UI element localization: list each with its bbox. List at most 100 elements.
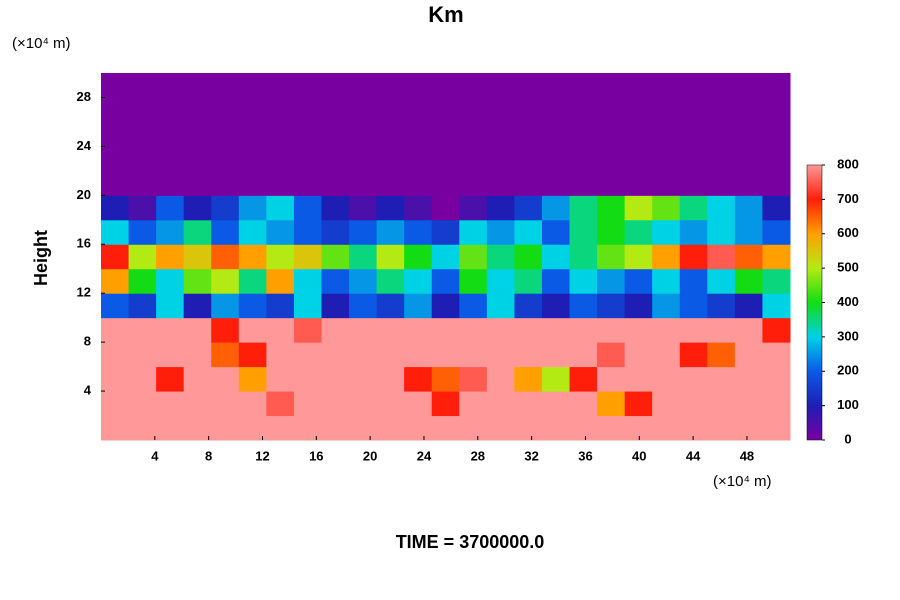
heatmap-cell	[376, 73, 405, 98]
heatmap-cell	[652, 244, 681, 270]
heatmap-cell	[597, 146, 626, 172]
y-tick-label: 28	[77, 89, 91, 104]
heatmap-cell	[293, 121, 322, 147]
heatmap-cell	[624, 293, 653, 319]
heatmap-cell	[514, 293, 543, 319]
y-tick-label: 4	[84, 383, 92, 398]
heatmap-cell	[211, 415, 240, 441]
heatmap-cell	[293, 342, 322, 368]
heatmap-cell	[679, 268, 708, 294]
heatmap-cell	[349, 391, 378, 417]
heatmap-cell	[431, 121, 460, 147]
heatmap-cell	[762, 97, 791, 123]
heatmap-cell	[734, 219, 763, 245]
heatmap-cell	[211, 244, 240, 270]
heatmap-cell	[597, 73, 626, 98]
heatmap-cell	[652, 121, 681, 147]
heatmap-cell	[762, 170, 791, 196]
heatmap-cell	[514, 219, 543, 245]
heatmap-cell	[459, 366, 488, 392]
heatmap-cell	[376, 293, 405, 319]
heatmap-cell	[404, 195, 433, 221]
heatmap-cell	[376, 317, 405, 343]
heatmap-cell	[486, 121, 515, 147]
heatmap-cell	[569, 121, 598, 147]
heatmap-cell	[624, 366, 653, 392]
heatmap-cell	[128, 415, 157, 441]
heatmap-cell	[679, 342, 708, 368]
heatmap-cell	[486, 73, 515, 98]
heatmap-cell	[459, 73, 488, 98]
heatmap-cell	[514, 195, 543, 221]
heatmap-cell	[486, 366, 515, 392]
heatmap-cell	[707, 170, 736, 196]
heatmap-cell	[101, 268, 130, 294]
heatmap-cell	[183, 146, 212, 172]
heatmap-cell	[238, 97, 267, 123]
heatmap-cell	[156, 195, 185, 221]
heatmap-cell	[266, 317, 295, 343]
heatmap-cell	[431, 195, 460, 221]
heatmap-cell	[404, 219, 433, 245]
heatmap-cell	[541, 293, 571, 319]
heatmap-cell	[128, 391, 157, 417]
heatmap-cell	[349, 121, 378, 147]
heatmap-cell	[679, 391, 708, 417]
heatmap-cell	[128, 342, 157, 368]
heatmap-cell	[266, 195, 295, 221]
colorbar-tick-label: 0	[844, 431, 851, 446]
heatmap-cell	[376, 268, 405, 294]
heatmap-cell	[431, 415, 460, 441]
heatmap-cell	[321, 195, 350, 221]
heatmap-cell	[293, 391, 322, 417]
heatmap-cell	[541, 391, 571, 417]
x-tick-label: 40	[632, 448, 646, 463]
heatmap-cell	[762, 195, 791, 221]
heatmap-cell	[266, 366, 295, 392]
colorbar-tick-label: 100	[837, 397, 859, 412]
heatmap-cell	[376, 195, 405, 221]
heatmap-cell	[652, 342, 681, 368]
heatmap-cell	[707, 317, 736, 343]
heatmap-cell	[762, 244, 791, 270]
x-tick-label: 36	[578, 448, 592, 463]
heatmap-cell	[211, 121, 240, 147]
heatmap-cell	[321, 293, 350, 319]
heatmap-cell	[459, 219, 488, 245]
colorbar-tick-label: 600	[837, 225, 859, 240]
heatmap-cell	[541, 366, 571, 392]
heatmap-cell	[514, 97, 543, 123]
heatmap-cell	[597, 121, 626, 147]
heatmap-cell	[101, 391, 130, 417]
heatmap-cell	[734, 268, 763, 294]
heatmap-cell	[349, 415, 378, 441]
heatmap-cell	[183, 317, 212, 343]
heatmap-cell	[762, 146, 791, 172]
heatmap-cell	[569, 415, 598, 441]
heatmap-cell	[707, 121, 736, 147]
x-tick-label: 24	[417, 448, 432, 463]
heatmap-cell	[321, 244, 350, 270]
heatmap-cell	[211, 342, 240, 368]
colorbar-tick-label: 400	[837, 294, 859, 309]
heatmap-cell	[762, 293, 791, 319]
heatmap-cell	[486, 170, 515, 196]
heatmap-cell	[734, 342, 763, 368]
x-unit: (×10⁴ m)	[713, 473, 772, 490]
heatmap-cell	[431, 73, 460, 98]
heatmap-cell	[101, 244, 130, 270]
heatmap-cell	[514, 317, 543, 343]
heatmap-cell	[569, 195, 598, 221]
heatmap-cell	[183, 293, 212, 319]
heatmap-cell	[211, 195, 240, 221]
heatmap-cell	[486, 317, 515, 343]
heatmap-cell	[734, 391, 763, 417]
heatmap-cell	[211, 146, 240, 172]
heatmap-cell	[128, 170, 157, 196]
heatmap-cell	[707, 293, 736, 319]
heatmap-cell	[707, 146, 736, 172]
heatmap-cell	[624, 195, 653, 221]
heatmap-cell	[156, 244, 185, 270]
heatmap-cell	[707, 97, 736, 123]
heatmap-cell	[321, 317, 350, 343]
